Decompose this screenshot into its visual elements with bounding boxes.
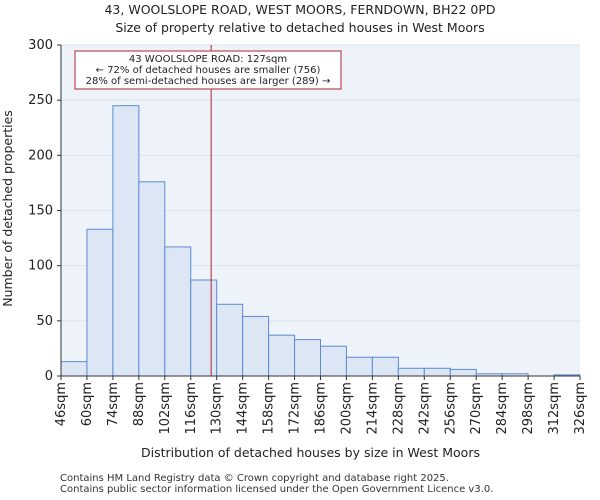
annotation-text-3: 28% of semi-detached houses are larger (… [86, 76, 331, 87]
x-tick-label: 242sqm [417, 382, 432, 435]
x-tick-label: 102sqm [158, 382, 173, 435]
x-tick-label: 172sqm [288, 382, 303, 435]
histogram-bar [320, 345, 347, 377]
y-axis-label: Number of detached properties [0, 110, 15, 307]
histogram-bar [138, 181, 166, 377]
histogram-bar [242, 315, 270, 377]
x-tick-label: 312sqm [547, 382, 562, 435]
x-tick-label: 270sqm [469, 382, 484, 435]
histogram-bar [268, 334, 296, 377]
histogram-bar [345, 356, 373, 377]
y-tick-label: 50 [36, 314, 53, 329]
histogram-bar [371, 356, 399, 377]
histogram-bar [294, 339, 321, 377]
x-tick-label: 46sqm [54, 382, 69, 426]
y-tick-label: 150 [28, 204, 53, 219]
x-tick-label: 228sqm [391, 382, 406, 435]
x-tick-label: 284sqm [495, 382, 510, 435]
histogram-bar [423, 367, 451, 377]
histogram-bar [449, 368, 477, 377]
annotation-text-2: ← 72% of detached houses are smaller (75… [96, 65, 321, 76]
histogram-bar [86, 228, 114, 377]
x-tick-label: 74sqm [106, 382, 121, 426]
x-tick-label: 130sqm [210, 382, 225, 435]
x-tick-label: 256sqm [443, 382, 458, 435]
y-tick-label: 200 [28, 148, 53, 163]
chart-title: 43, WOOLSLOPE ROAD, WEST MOORS, FERNDOWN… [104, 2, 496, 17]
x-tick-label: 88sqm [132, 382, 147, 426]
x-tick-label: 186sqm [314, 382, 329, 435]
histogram-bar [397, 367, 425, 377]
y-tick-label: 300 [28, 38, 53, 53]
x-tick-label: 116sqm [184, 382, 199, 435]
x-tick-label: 158sqm [262, 382, 277, 435]
footer-copyright: Contains HM Land Registry data © Crown c… [60, 473, 449, 484]
y-tick-label: 250 [28, 93, 53, 108]
x-tick-label: 144sqm [236, 382, 251, 435]
histogram-bar [216, 303, 244, 377]
x-tick-label: 214sqm [365, 382, 380, 435]
footer-licence: Contains public sector information licen… [60, 484, 494, 495]
annotation-box [74, 50, 342, 90]
x-tick-label: 60sqm [80, 382, 95, 426]
annotation-text-1: 43 WOOLSLOPE ROAD: 127sqm [129, 54, 287, 65]
histogram-bar [112, 105, 140, 377]
histogram-bar [60, 361, 88, 377]
chart-subtitle: Size of property relative to detached ho… [115, 20, 485, 35]
y-tick-label: 0 [45, 369, 53, 384]
histogram-bar [190, 279, 218, 377]
y-tick-label: 100 [28, 259, 53, 274]
x-tick-label: 200sqm [339, 382, 354, 435]
x-tick-label: 326sqm [573, 382, 588, 435]
histogram-bar [164, 246, 192, 377]
x-tick-label: 298sqm [521, 382, 536, 435]
x-axis-label: Distribution of detached houses by size … [141, 445, 480, 460]
